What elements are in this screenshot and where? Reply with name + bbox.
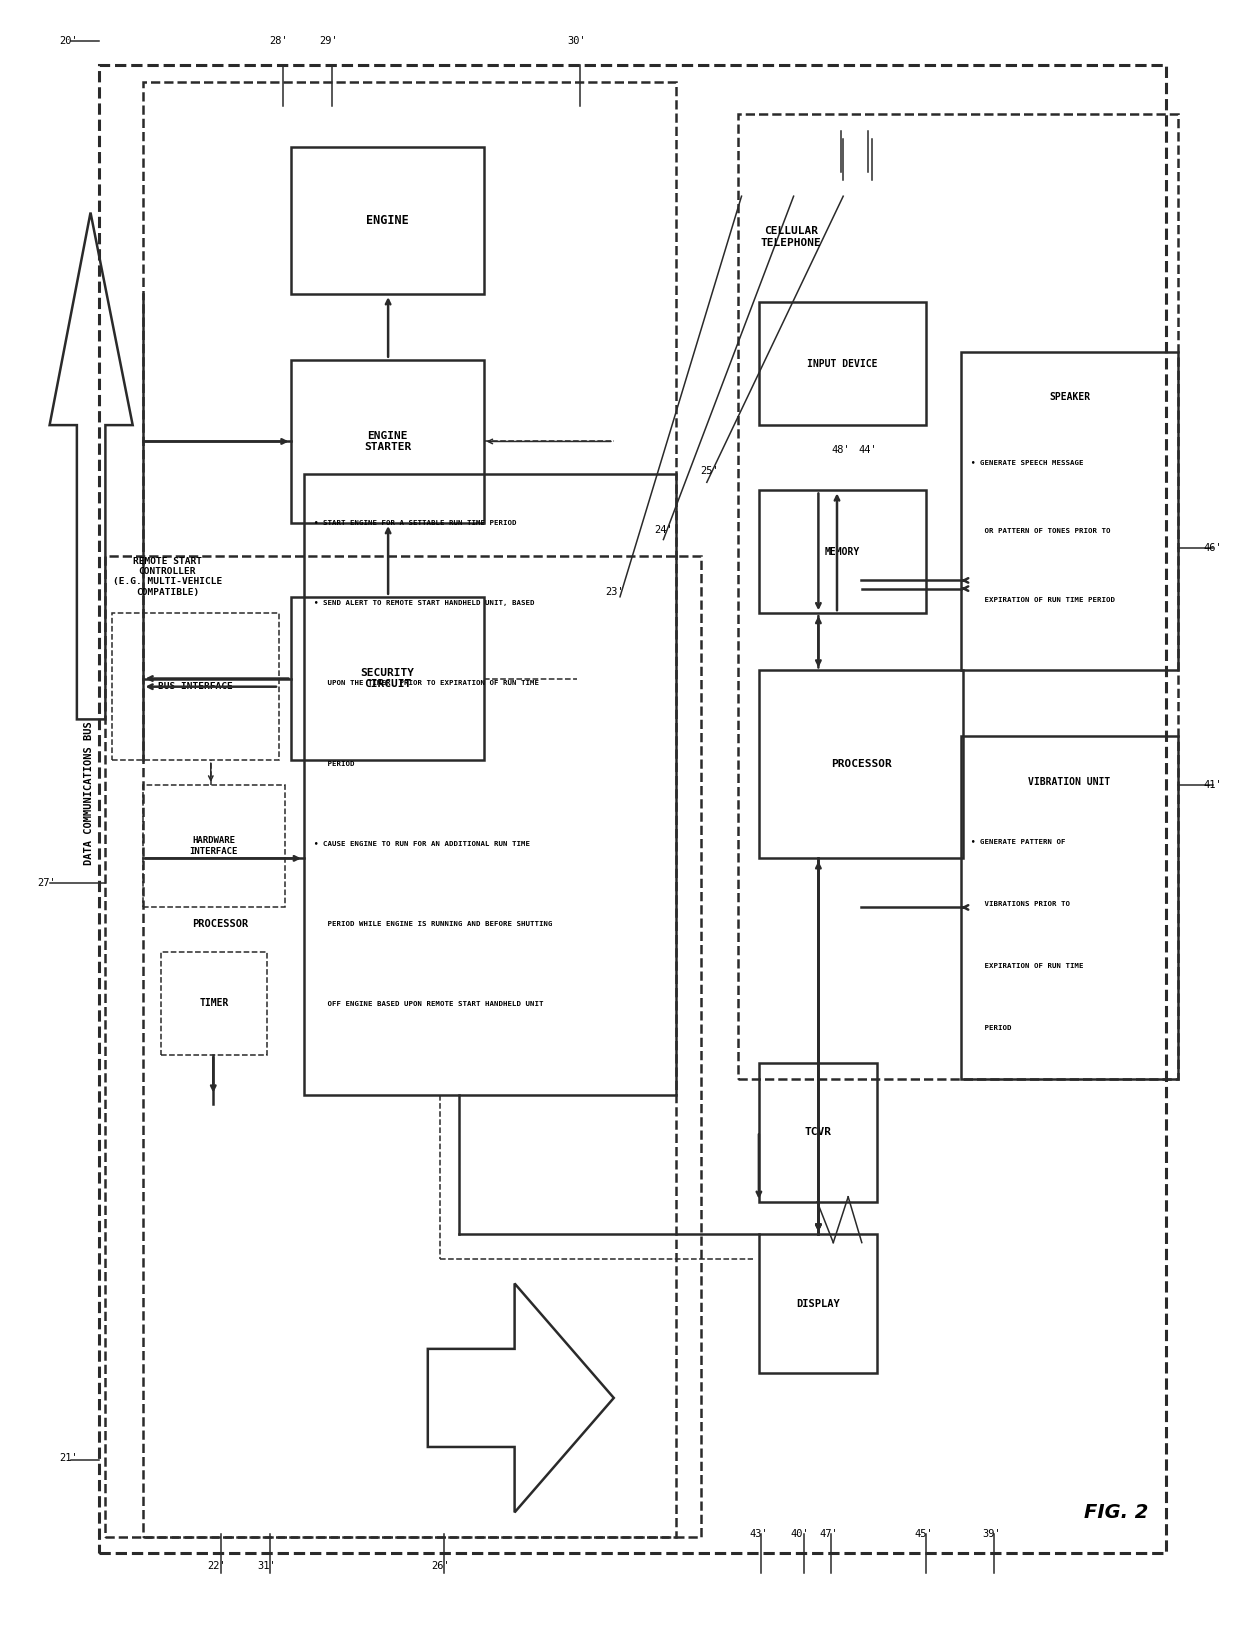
Text: 47': 47'	[818, 1529, 838, 1539]
Text: 20': 20'	[58, 36, 78, 46]
Bar	[161, 952, 267, 1055]
Text: • CAUSE ENGINE TO RUN FOR AN ADDITIONAL RUN TIME: • CAUSE ENGINE TO RUN FOR AN ADDITIONAL …	[314, 840, 529, 847]
Text: BUS INTERFACE: BUS INTERFACE	[157, 682, 233, 692]
Text: FIG. 2: FIG. 2	[1084, 1503, 1148, 1522]
Text: 23': 23'	[605, 587, 625, 597]
Text: 40': 40'	[790, 1529, 810, 1539]
Bar	[99, 65, 1166, 1553]
Text: OFF ENGINE BASED UPON REMOTE START HANDHELD UNIT: OFF ENGINE BASED UPON REMOTE START HANDH…	[314, 1001, 543, 1007]
Text: PERIOD: PERIOD	[314, 760, 355, 767]
Text: 28': 28'	[269, 36, 289, 46]
Text: PROCESSOR: PROCESSOR	[831, 759, 892, 770]
Bar	[143, 785, 285, 907]
Text: CELLULAR
TELEPHONE: CELLULAR TELEPHONE	[761, 226, 821, 249]
Text: • GENERATE SPEECH MESSAGE: • GENERATE SPEECH MESSAGE	[971, 459, 1084, 466]
Text: REMOTE START
CONTROLLER
(E.G. MULTI-VEHICLE
COMPATIBLE): REMOTE START CONTROLLER (E.G. MULTI-VEHI…	[113, 556, 222, 597]
Text: 24': 24'	[653, 525, 673, 535]
Bar	[112, 613, 279, 760]
Text: PERIOD: PERIOD	[971, 1025, 1012, 1032]
Bar	[759, 1234, 877, 1373]
Text: 31': 31'	[257, 1561, 277, 1571]
Bar	[291, 597, 484, 760]
Bar	[961, 352, 1178, 670]
Text: EXPIRATION OF RUN TIME: EXPIRATION OF RUN TIME	[971, 963, 1084, 970]
Text: 26': 26'	[430, 1561, 450, 1571]
Text: VIBRATION UNIT: VIBRATION UNIT	[1028, 777, 1111, 786]
Text: 29': 29'	[319, 36, 339, 46]
Text: TCVR: TCVR	[805, 1127, 831, 1138]
Text: SPEAKER: SPEAKER	[1049, 392, 1090, 402]
Text: HARDWARE
INTERFACE: HARDWARE INTERFACE	[190, 837, 238, 855]
Bar	[759, 490, 926, 613]
Text: ENGINE
STARTER: ENGINE STARTER	[363, 430, 412, 453]
Text: 44': 44'	[858, 445, 878, 455]
Bar	[759, 1063, 877, 1202]
Text: PROCESSOR: PROCESSOR	[192, 919, 249, 929]
Bar	[961, 736, 1178, 1079]
Bar	[759, 670, 963, 858]
Text: 48': 48'	[831, 445, 851, 455]
Text: TIMER: TIMER	[200, 997, 228, 1009]
Bar	[143, 82, 676, 1537]
Text: DISPLAY: DISPLAY	[796, 1298, 839, 1310]
Bar	[759, 302, 926, 425]
Bar	[738, 114, 1178, 1079]
Text: PERIOD WHILE ENGINE IS RUNNING AND BEFORE SHUTTING: PERIOD WHILE ENGINE IS RUNNING AND BEFOR…	[314, 921, 552, 927]
Text: 30': 30'	[567, 36, 587, 46]
Text: UPON THE TIMER, PRIOR TO EXPIRATION OF RUN TIME: UPON THE TIMER, PRIOR TO EXPIRATION OF R…	[314, 680, 538, 687]
Text: MEMORY: MEMORY	[825, 546, 861, 558]
Text: 41': 41'	[1203, 780, 1223, 790]
Bar	[291, 360, 484, 523]
Text: DATA COMMUNICATIONS BUS: DATA COMMUNICATIONS BUS	[84, 721, 94, 865]
Text: 21': 21'	[58, 1454, 78, 1463]
Text: 46': 46'	[1203, 543, 1223, 553]
Text: OR PATTERN OF TONES PRIOR TO: OR PATTERN OF TONES PRIOR TO	[971, 528, 1111, 535]
Text: • START ENGINE FOR A SETTABLE RUN TIME PERIOD: • START ENGINE FOR A SETTABLE RUN TIME P…	[314, 520, 516, 526]
Text: INPUT DEVICE: INPUT DEVICE	[807, 358, 878, 370]
Text: 43': 43'	[749, 1529, 769, 1539]
Text: SECURITY
CIRCUIT: SECURITY CIRCUIT	[361, 667, 414, 690]
Text: ENGINE: ENGINE	[366, 214, 409, 227]
Text: 22': 22'	[207, 1561, 227, 1571]
Text: • SEND ALERT TO REMOTE START HANDHELD UNIT, BASED: • SEND ALERT TO REMOTE START HANDHELD UN…	[314, 600, 534, 607]
Text: 25': 25'	[699, 466, 719, 476]
Bar	[304, 474, 676, 1095]
Bar	[291, 147, 484, 294]
Text: EXPIRATION OF RUN TIME PERIOD: EXPIRATION OF RUN TIME PERIOD	[971, 597, 1115, 603]
Text: 27': 27'	[37, 878, 57, 888]
Text: VIBRATIONS PRIOR TO: VIBRATIONS PRIOR TO	[971, 901, 1070, 907]
Text: 45': 45'	[914, 1529, 934, 1539]
Text: • GENERATE PATTERN OF: • GENERATE PATTERN OF	[971, 839, 1065, 845]
Text: 39': 39'	[982, 1529, 1002, 1539]
Bar	[105, 556, 701, 1537]
